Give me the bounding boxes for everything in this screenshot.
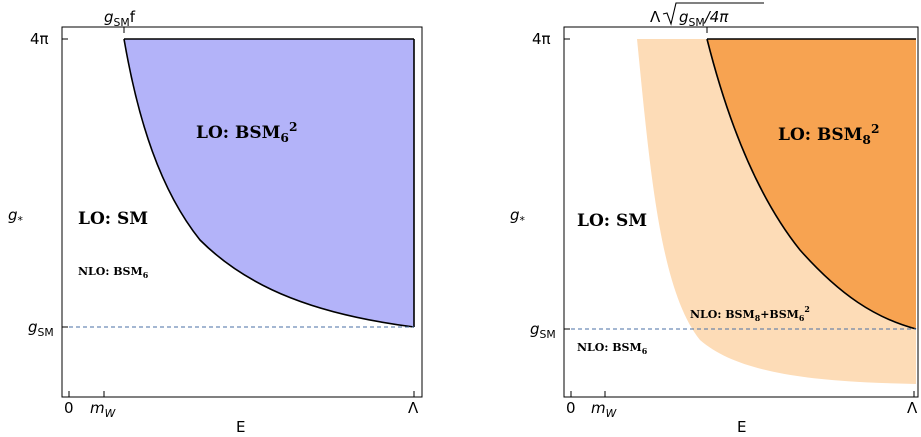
left-region-label-lo-sm: LO: SM bbox=[78, 209, 148, 229]
left-xtick-label-lambda: Λ bbox=[408, 399, 419, 417]
right-frame bbox=[563, 26, 919, 398]
right-x-axis-label: E bbox=[737, 418, 746, 436]
right-top-label-lambda: Λ bbox=[650, 8, 661, 26]
right-region-label-lo-bsm: LO: BSM82 bbox=[778, 122, 879, 147]
left-y-axis-label: g* bbox=[8, 206, 24, 227]
right-xtick-label-lambda: Λ bbox=[907, 399, 918, 417]
right-xtick-label-zero: 0 bbox=[566, 399, 576, 417]
right-lo-bsm8-region bbox=[707, 39, 916, 329]
left-top-label: gSMf bbox=[104, 8, 136, 29]
right-y-axis-label: g* bbox=[510, 206, 526, 227]
right-region-label-nlo: NLO: BSM6 bbox=[577, 341, 648, 356]
left-region-label-lo-bsm: LO: BSM62 bbox=[196, 120, 297, 145]
right-region-label-nlo-mixed: NLO: BSM8+BSM62 bbox=[690, 305, 810, 323]
left-region-label-nlo: NLO: BSM6 bbox=[78, 265, 149, 280]
left-boundary-curve bbox=[123, 38, 415, 328]
left-ytick-label-4pi: 4π bbox=[30, 30, 49, 48]
right-top-label-fraction: gSM/4π bbox=[679, 8, 729, 29]
left-x-axis-label: E bbox=[236, 418, 245, 436]
left-ytick-label-gsm: gSM bbox=[28, 318, 54, 339]
left-panel: gSMf 4π g* gSM 0 mW Λ E LO: BSM62 LO: SM… bbox=[8, 8, 423, 436]
left-frame bbox=[61, 26, 423, 398]
right-top-label: Λ gSM/4π bbox=[650, 2, 764, 29]
right-ytick-label-gsm: gSM bbox=[530, 320, 556, 341]
right-ytick-label-4pi: 4π bbox=[532, 30, 551, 48]
sqrt-icon bbox=[662, 2, 764, 26]
right-boundary-curve bbox=[706, 38, 917, 330]
left-xtick-label-mw: mW bbox=[90, 399, 117, 420]
right-panel: Λ gSM/4π 4π g* gSM 0 mW Λ E LO: BSM82 LO… bbox=[510, 2, 919, 436]
left-lo-bsm6-region bbox=[124, 39, 414, 327]
right-region-label-lo-sm: LO: SM bbox=[577, 211, 647, 231]
left-xtick-label-zero: 0 bbox=[64, 399, 74, 417]
right-xtick-label-mw: mW bbox=[591, 399, 618, 420]
